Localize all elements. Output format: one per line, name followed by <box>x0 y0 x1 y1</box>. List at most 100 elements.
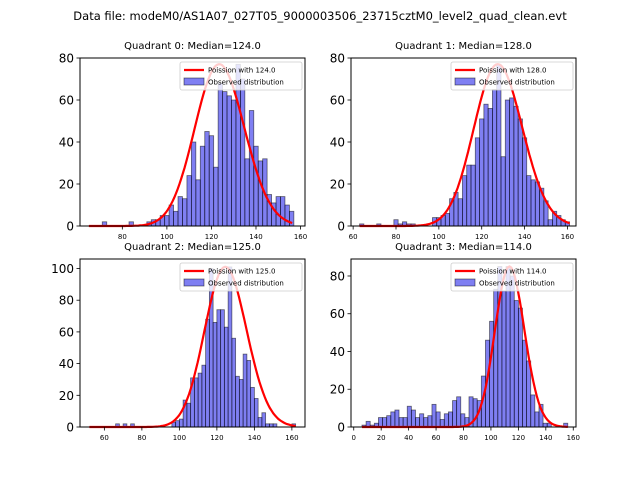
histogram-bar <box>501 290 507 428</box>
x-tick-label: 140 <box>539 434 552 442</box>
legend-label-poisson: Poission with 114.0 <box>479 268 547 276</box>
x-tick-label: 120 <box>205 233 218 241</box>
histogram-bar <box>522 339 528 428</box>
subplot-title: Quadrant 3: Median=114.0 <box>395 242 532 253</box>
legend-label-poisson: Poission with 125.0 <box>208 268 276 276</box>
histogram-bar <box>217 82 223 227</box>
histogram-bar <box>415 417 420 428</box>
histogram-bar <box>173 210 179 227</box>
histogram-bar <box>517 118 523 227</box>
histogram-bar <box>483 103 489 227</box>
histogram-bar <box>542 422 548 428</box>
histogram-bar <box>238 379 244 428</box>
y-tick-label: 40 <box>330 136 345 150</box>
histogram-bar <box>177 196 183 227</box>
legend-patch-swatch <box>183 77 205 86</box>
histogram-bar <box>444 212 450 227</box>
histogram-bar <box>223 326 229 428</box>
histogram-bar <box>235 375 240 428</box>
histogram-bar <box>280 196 286 227</box>
histogram-bar <box>410 409 416 428</box>
legend-label-poisson: Poission with 124.0 <box>208 67 276 75</box>
histogram-bar <box>504 99 510 227</box>
histogram-bar <box>253 398 259 428</box>
histogram-bar <box>186 175 192 227</box>
histogram-bar <box>443 413 449 428</box>
legend-label-poisson: Poission with 128.0 <box>479 67 547 75</box>
histogram-bar <box>201 364 207 428</box>
histogram-bar <box>213 166 219 227</box>
x-tick-label: 20 <box>377 434 386 442</box>
histogram-bar <box>406 405 412 428</box>
histogram-bar <box>199 145 206 227</box>
legend-label-observed: Observed distribution <box>479 79 555 87</box>
x-tick-label: 80 <box>137 434 146 442</box>
y-tick-label: 0 <box>66 421 74 435</box>
histogram-bar <box>435 411 441 428</box>
y-tick-label: 0 <box>337 421 345 435</box>
histogram-bar <box>386 415 392 428</box>
histogram-bar <box>239 78 246 227</box>
histogram-bar <box>253 145 259 227</box>
histogram-bar <box>534 411 540 428</box>
legend-box <box>450 262 574 292</box>
legend-patch-swatch <box>183 278 205 287</box>
subplot-title: Quadrant 2: Median=125.0 <box>124 242 261 253</box>
histogram-bar <box>462 175 468 227</box>
y-tick-label: 0 <box>337 220 345 234</box>
histogram-bar <box>427 415 433 428</box>
axes-frame <box>79 258 306 428</box>
y-tick-label: 80 <box>59 294 74 308</box>
x-tick-label: 0 <box>352 434 356 442</box>
histogram-bar <box>509 97 515 227</box>
histogram-bar <box>500 156 506 227</box>
subplot-quadrant-0: Quadrant 0: Median=124.0 0 20 40 60 80 80 100 12… <box>59 41 308 241</box>
subplot-quadrant-2: Quadrant 2: Median=125.0 0 20 40 60 80 100 60 80… <box>51 242 306 442</box>
y-tick-label: 0 <box>66 220 74 234</box>
histogram-bar <box>378 417 383 428</box>
histogram-bar <box>452 400 458 428</box>
histogram-bar <box>250 386 255 428</box>
histogram-bar <box>547 219 553 227</box>
y-tick-label: 80 <box>330 52 345 66</box>
histogram-bar <box>460 413 466 428</box>
histogram-bar <box>182 198 188 227</box>
x-tick-label: 140 <box>248 434 261 442</box>
histogram-bar <box>195 179 201 227</box>
histogram-bar <box>220 309 225 428</box>
y-tick-label: 80 <box>330 269 345 283</box>
histogram-bar <box>394 409 400 428</box>
histogram-bar <box>164 215 170 227</box>
histogram-bar <box>470 164 476 227</box>
histogram-bar <box>390 411 396 428</box>
histogram-bar <box>242 353 248 428</box>
histogram-bar <box>246 360 252 428</box>
subplot-quadrant-1: Quadrant 1: Median=128.0 0 20 40 60 80 60 80 100… <box>330 41 577 241</box>
subplot-quadrant-3: Quadrant 3: Median=114.0 0 20 40 60 80 0 20 40 60… <box>330 242 580 442</box>
histogram-bar <box>261 412 267 428</box>
x-tick-label: 160 <box>561 233 574 241</box>
y-tick-label: 60 <box>330 307 345 321</box>
y-tick-label: 20 <box>59 389 74 403</box>
histogram-bar <box>448 411 453 428</box>
x-tick-label: 60 <box>100 434 109 442</box>
histogram-bar <box>216 309 222 428</box>
histogram-bar <box>513 105 519 227</box>
legend-label-observed: Observed distribution <box>479 280 555 288</box>
x-tick-label: 120 <box>210 434 223 442</box>
histogram-bar <box>513 300 519 428</box>
histogram-bar <box>530 394 536 428</box>
histogram-bar <box>398 417 404 428</box>
legend-box <box>179 262 303 292</box>
histogram-bar <box>474 137 480 227</box>
y-tick-label: 20 <box>330 178 345 192</box>
legend-box <box>179 61 303 91</box>
legend-label-observed: Observed distribution <box>208 79 284 87</box>
histogram-bar <box>509 275 515 428</box>
histogram-bar <box>402 417 408 428</box>
histogram-bar <box>526 175 532 227</box>
histogram-bar <box>257 417 263 428</box>
y-tick-label: 60 <box>59 325 74 339</box>
histogram-bar <box>423 417 429 428</box>
x-tick-label: 80 <box>392 233 401 241</box>
